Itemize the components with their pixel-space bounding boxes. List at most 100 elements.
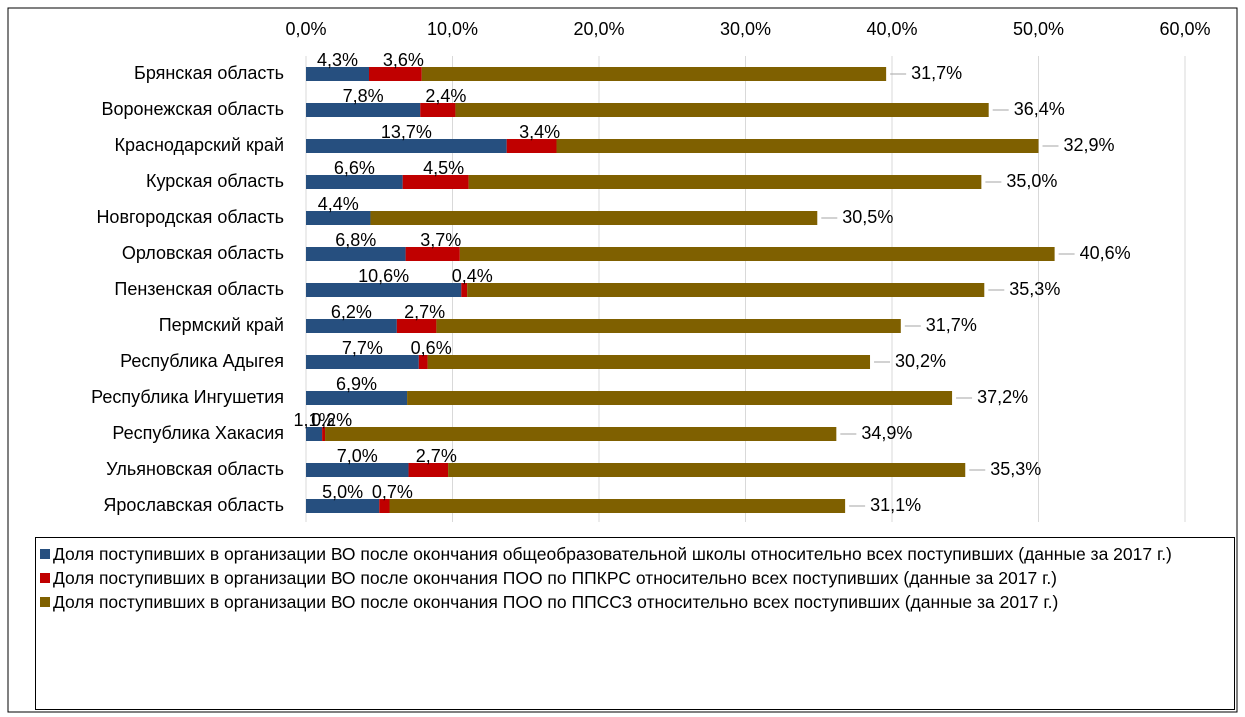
bar <box>306 139 507 153</box>
bar <box>306 499 380 513</box>
bar <box>306 319 397 333</box>
bar <box>306 355 419 369</box>
data-label: 0,6% <box>411 338 452 358</box>
y-tick-label: Пермский край <box>159 315 284 335</box>
bar <box>389 499 846 513</box>
y-tick-label: Новгородская область <box>96 207 284 227</box>
bar <box>306 175 403 189</box>
data-label: 6,8% <box>335 230 376 250</box>
legend-label: Доля поступивших в организации ВО после … <box>53 544 1172 564</box>
legend-swatch <box>40 549 50 559</box>
data-label: 3,7% <box>420 230 461 250</box>
bar <box>306 103 421 117</box>
data-label: 31,7% <box>926 315 977 335</box>
data-label: 4,4% <box>318 194 359 214</box>
data-label: 6,2% <box>331 302 372 322</box>
data-label: 3,4% <box>519 122 560 142</box>
bar <box>325 427 837 441</box>
y-tick-label: Курская область <box>146 171 284 191</box>
bar <box>405 247 460 261</box>
legend-swatch <box>40 597 50 607</box>
data-label: 6,9% <box>336 374 377 394</box>
data-label: 31,1% <box>870 495 921 515</box>
bar <box>556 139 1039 153</box>
chart-border <box>7 7 1238 713</box>
data-label: 2,7% <box>416 446 457 466</box>
data-label: 35,3% <box>990 459 1041 479</box>
data-label: 40,6% <box>1080 243 1131 263</box>
data-label: 0,4% <box>452 266 493 286</box>
bar <box>407 391 953 405</box>
data-label: 35,3% <box>1009 279 1060 299</box>
data-label: 13,7% <box>381 122 432 142</box>
x-tick-label: 20,0% <box>573 19 624 39</box>
y-tick-label: Воронежская область <box>101 99 284 119</box>
legend-label: Доля поступивших в организации ВО после … <box>53 568 1058 588</box>
data-label: 31,7% <box>911 63 962 83</box>
bar <box>420 103 456 117</box>
x-tick-label: 0,0% <box>285 19 326 39</box>
legend: Доля поступивших в организации ВО после … <box>35 537 1235 710</box>
y-tick-label: Краснодарский край <box>114 135 284 155</box>
bar <box>370 211 818 225</box>
data-label: 30,2% <box>895 351 946 371</box>
data-label: 2,7% <box>404 302 445 322</box>
x-tick-label: 10,0% <box>427 19 478 39</box>
legend-label: Доля поступивших в организации ВО после … <box>53 592 1059 612</box>
legend-item: Доля поступивших в организации ВО после … <box>38 542 1232 566</box>
y-tick-label: Республика Хакасия <box>112 423 284 443</box>
data-label: 2,4% <box>425 86 466 106</box>
data-label: 37,2% <box>977 387 1028 407</box>
y-tick-label: Ульяновская область <box>106 459 284 479</box>
bar <box>468 175 982 189</box>
x-tick-label: 40,0% <box>866 19 917 39</box>
bar <box>402 175 469 189</box>
bar <box>322 427 326 441</box>
y-tick-label: Республика Ингушетия <box>91 387 284 407</box>
bar <box>368 67 422 81</box>
bar <box>408 463 449 477</box>
data-label: 36,4% <box>1014 99 1065 119</box>
bar <box>455 103 989 117</box>
bar <box>448 463 966 477</box>
bar <box>379 499 390 513</box>
data-label: 5,0% <box>322 482 363 502</box>
bar <box>306 247 406 261</box>
legend-item: Доля поступивших в организации ВО после … <box>38 590 1232 614</box>
data-label: 7,0% <box>337 446 378 466</box>
data-label: 7,8% <box>343 86 384 106</box>
data-label: 1,1% <box>294 410 335 430</box>
data-label: 6,6% <box>334 158 375 178</box>
bar <box>421 67 887 81</box>
data-label: 35,0% <box>1006 171 1057 191</box>
data-label: 4,3% <box>317 50 358 70</box>
bar <box>306 391 408 405</box>
bar <box>306 427 323 441</box>
x-tick-label: 30,0% <box>720 19 771 39</box>
data-label: 10,6% <box>358 266 409 286</box>
data-label: 7,7% <box>342 338 383 358</box>
bar <box>506 139 557 153</box>
data-label: 4,5% <box>423 158 464 178</box>
bar <box>418 355 428 369</box>
bar <box>306 67 369 81</box>
y-tick-label: Республика Адыгея <box>120 351 284 371</box>
data-label: 0,7% <box>372 482 413 502</box>
bar <box>436 319 901 333</box>
data-label: 32,9% <box>1064 135 1115 155</box>
bar <box>461 283 468 297</box>
data-label: 3,6% <box>383 50 424 70</box>
bar <box>427 355 871 369</box>
y-tick-label: Брянская область <box>134 63 284 83</box>
x-tick-label: 60,0% <box>1159 19 1210 39</box>
data-label: 30,5% <box>842 207 893 227</box>
bar <box>396 319 437 333</box>
data-label: 34,9% <box>861 423 912 443</box>
bar <box>467 283 985 297</box>
x-tick-label: 50,0% <box>1013 19 1064 39</box>
bar <box>306 283 462 297</box>
y-tick-label: Ярославская область <box>103 495 284 515</box>
y-tick-label: Орловская область <box>122 243 284 263</box>
